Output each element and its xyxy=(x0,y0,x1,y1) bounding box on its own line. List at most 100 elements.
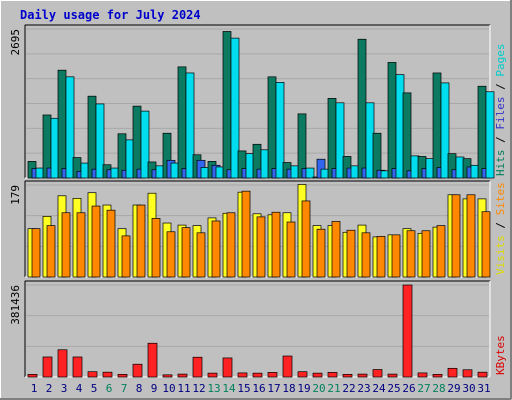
bar-kbytes-day-6 xyxy=(102,371,113,378)
bar-hits-day-21 xyxy=(327,98,337,179)
legend-entry: Visits xyxy=(494,235,507,275)
day-label: 7 xyxy=(121,382,128,395)
day-label: 5 xyxy=(91,382,98,395)
day-label: 26 xyxy=(402,382,415,395)
bar-hits-day-31 xyxy=(477,85,487,179)
legend-entry: Files xyxy=(494,97,507,130)
bar-pages-day-31 xyxy=(485,91,495,179)
bar-kbytes-day-5 xyxy=(87,371,98,378)
day-label: 11 xyxy=(177,382,190,395)
bar-kbytes-day-3 xyxy=(57,349,68,378)
axis-max-label: 179 xyxy=(9,185,22,205)
bar-sites-day-2 xyxy=(46,225,56,278)
day-label: 27 xyxy=(417,382,430,395)
bar-kbytes-day-28 xyxy=(432,373,443,378)
day-label: 13 xyxy=(207,382,220,395)
bar-kbytes-day-22 xyxy=(342,373,353,378)
bar-sites-day-23 xyxy=(361,232,371,278)
bar-kbytes-day-30 xyxy=(462,369,473,378)
bar-pages-day-21 xyxy=(335,102,345,179)
axis-max-label: 2695 xyxy=(9,29,22,56)
bar-sites-day-9 xyxy=(151,218,161,278)
bar-hits-day-26 xyxy=(402,92,412,179)
legend-entry: Sites xyxy=(494,182,507,215)
bar-sites-day-27 xyxy=(421,230,431,278)
day-label: 9 xyxy=(151,382,158,395)
bar-kbytes-day-15 xyxy=(237,372,248,378)
bar-hits-day-5 xyxy=(87,95,97,179)
day-label: 3 xyxy=(61,382,68,395)
legend: Visits / Sites xyxy=(494,182,507,275)
bar-sites-day-4 xyxy=(76,212,86,278)
bar-hits-day-17 xyxy=(267,76,277,179)
bar-sites-day-16 xyxy=(256,216,266,278)
day-label: 23 xyxy=(357,382,370,395)
day-label: 21 xyxy=(327,382,340,395)
bar-kbytes-day-18 xyxy=(282,355,293,378)
bar-kbytes-day-10 xyxy=(162,374,173,378)
day-labels: 1 2 3 4 5 6 7 8 9 10 11 12 13 14 15 16 17 18 19 20 21 22 23 24 2… xyxy=(31,382,491,395)
bar-sites-day-19 xyxy=(301,200,311,278)
bar-sites-day-7 xyxy=(121,235,131,278)
bar-kbytes-day-17 xyxy=(267,372,278,378)
bar-kbytes-day-29 xyxy=(447,367,458,378)
bar-sites-day-8 xyxy=(136,204,146,278)
bar-sites-day-24 xyxy=(376,236,386,278)
legend-entry: KBytes xyxy=(494,335,507,375)
bar-sites-day-21 xyxy=(331,221,341,278)
bar-sites-day-14 xyxy=(226,212,236,278)
bar-sites-day-25 xyxy=(391,234,401,278)
day-label: 4 xyxy=(76,382,83,395)
legend-separator: / xyxy=(494,215,507,235)
bar-sites-day-18 xyxy=(286,221,296,278)
bar-sites-day-15 xyxy=(241,190,251,278)
bar-kbytes-day-21 xyxy=(327,372,338,378)
bar-pages-day-28 xyxy=(440,82,450,179)
day-label: 22 xyxy=(342,382,355,395)
bar-hits-day-28 xyxy=(432,72,442,179)
day-label: 17 xyxy=(267,382,280,395)
bar-sites-day-11 xyxy=(181,227,191,278)
bar-kbytes-day-8 xyxy=(132,363,143,378)
bar-kbytes-day-7 xyxy=(117,373,128,378)
day-label: 28 xyxy=(432,382,445,395)
bar-kbytes-day-2 xyxy=(42,356,53,378)
legend: KBytes xyxy=(494,335,507,375)
bar-sites-day-3 xyxy=(61,212,71,278)
day-label: 24 xyxy=(372,382,386,395)
chart-title: Daily usage for July 2024 xyxy=(20,8,201,22)
bar-kbytes-day-16 xyxy=(252,372,263,378)
legend-separator: / xyxy=(494,130,507,150)
day-label: 10 xyxy=(162,382,175,395)
bar-kbytes-day-26 xyxy=(402,284,413,378)
bar-kbytes-day-4 xyxy=(72,356,83,378)
bar-pages-day-19 xyxy=(305,167,315,179)
bar-kbytes-day-31 xyxy=(477,371,488,378)
bar-sites-day-30 xyxy=(466,194,476,278)
panels: 2695 Hits / Files / Pages 179 Visits / Site… xyxy=(9,24,507,378)
bar-pages-day-17 xyxy=(275,82,285,179)
legend: Hits / Files / Pages xyxy=(494,44,507,177)
day-label: 30 xyxy=(462,382,475,395)
day-label: 16 xyxy=(252,382,265,395)
bar-pages-day-11 xyxy=(185,72,195,179)
bar-kbytes-day-9 xyxy=(147,342,158,378)
bar-pages-day-5 xyxy=(95,103,105,179)
bar-sites-day-28 xyxy=(436,225,446,278)
bar-kbytes-day-25 xyxy=(387,373,398,378)
bar-sites-day-29 xyxy=(451,194,461,278)
day-label: 12 xyxy=(192,382,205,395)
bar-hits-day-8 xyxy=(132,105,142,179)
bar-kbytes-day-20 xyxy=(312,372,323,378)
bar-kbytes-day-11 xyxy=(177,373,188,378)
day-label: 31 xyxy=(477,382,490,395)
bar-hits-day-25 xyxy=(387,62,397,179)
day-label: 1 xyxy=(31,382,38,395)
day-label: 8 xyxy=(136,382,143,395)
bar-kbytes-day-23 xyxy=(357,373,368,378)
day-label: 29 xyxy=(447,382,460,395)
bar-sites-day-20 xyxy=(316,228,326,278)
bar-sites-day-12 xyxy=(196,232,206,278)
bar-sites-day-31 xyxy=(481,211,491,278)
